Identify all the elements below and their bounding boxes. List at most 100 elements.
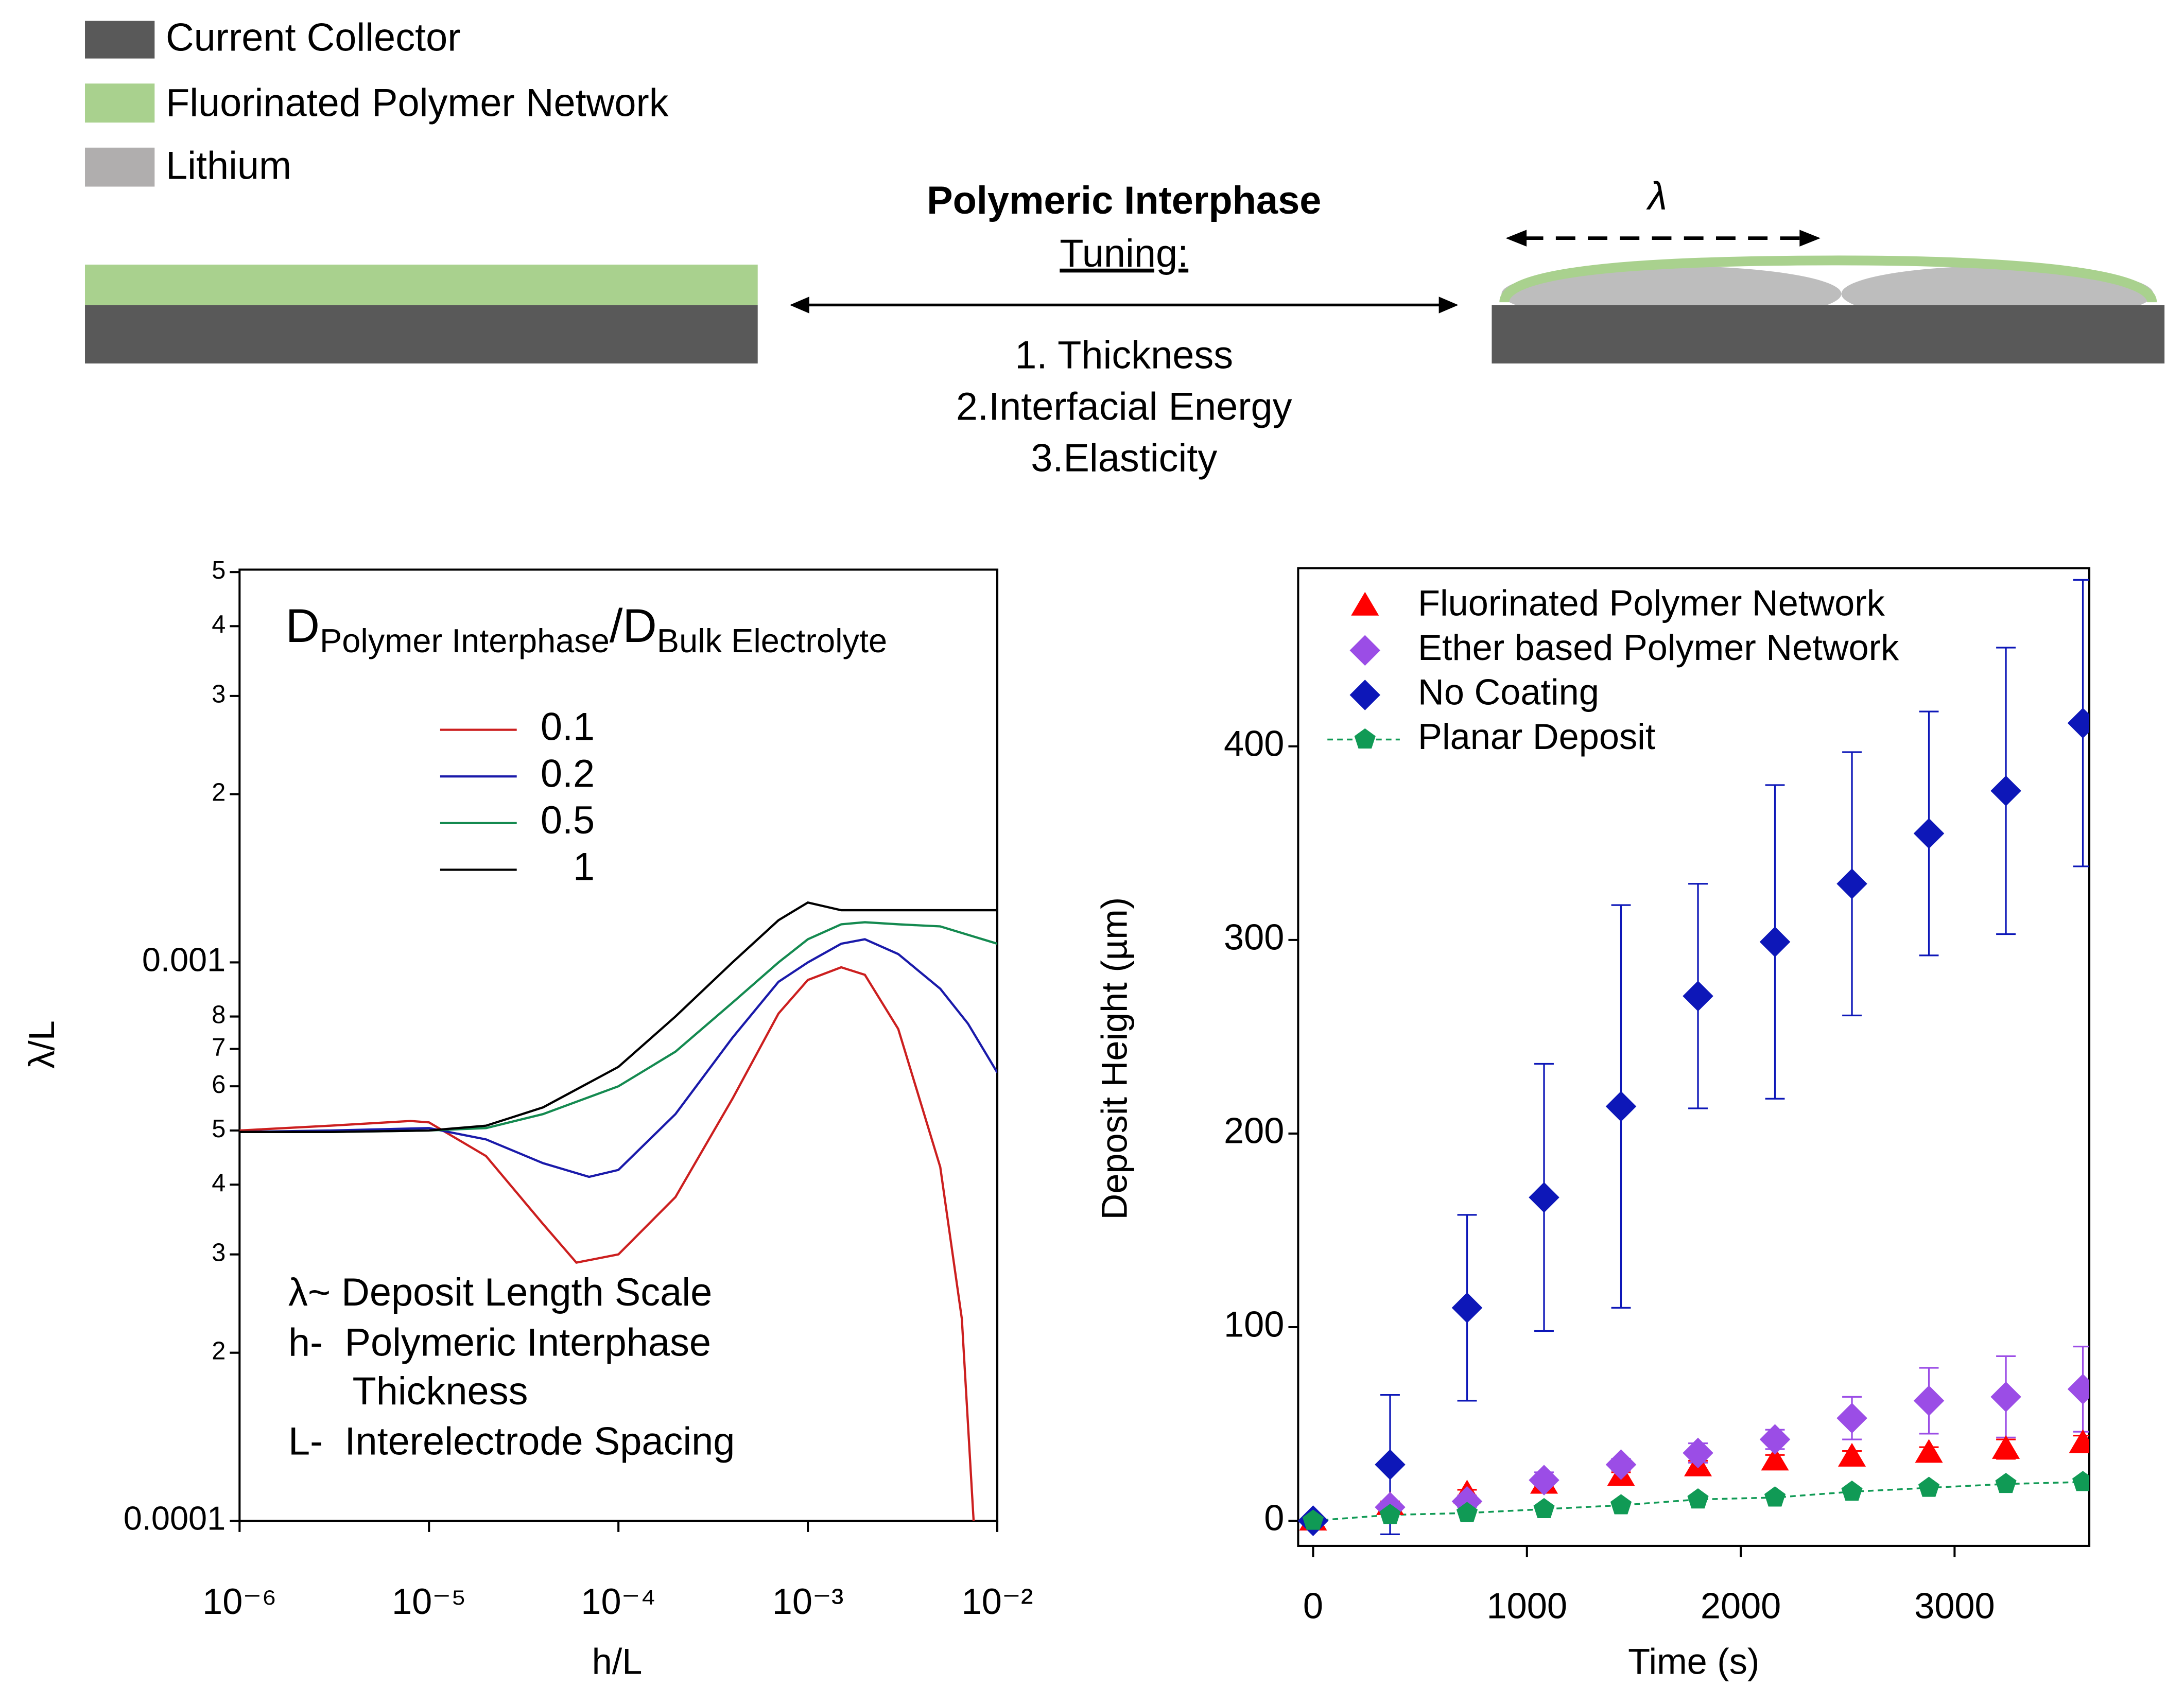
line: [239, 901, 998, 1133]
line: [239, 966, 975, 1521]
legend-title: DPolymer Interphase/DBulk Electrolyte: [286, 600, 888, 659]
x-tick-label: 10⁻³: [772, 1581, 844, 1622]
diagram-subtitle: Tuning:: [1060, 232, 1188, 275]
annotation: h- Polymeric Interphase: [288, 1320, 711, 1364]
polymer-coating: [1499, 255, 2157, 303]
x-tick-label: 10⁻⁵: [392, 1581, 466, 1622]
marker: [1761, 1447, 1789, 1471]
x-tick-label: 3000: [1914, 1585, 1995, 1626]
marker: [1456, 1502, 1478, 1522]
y-tick-label: 5: [212, 556, 226, 584]
y-tick-label: 4: [212, 611, 226, 638]
marker: [1992, 1435, 2020, 1459]
legend-title-subscript: Polymer Interphase: [320, 622, 610, 659]
legend-marker: [1351, 592, 1379, 616]
dashed-arrow: [1505, 230, 1821, 247]
legend-label: 0.1: [541, 705, 595, 749]
marker: [1683, 981, 1713, 1012]
y-tick-label: 3: [212, 1239, 226, 1267]
plot-area: [239, 901, 998, 1521]
marker: [1687, 1488, 1709, 1509]
diagram-title: Polymeric Interphase: [927, 179, 1321, 222]
legend-label: 0.5: [541, 798, 595, 842]
y-axis-label: Deposit Height (µm): [1094, 897, 1134, 1220]
legend-label: Fluorinated Polymer Network: [1418, 582, 1885, 623]
x-tick-label: 10⁻⁶: [202, 1581, 276, 1622]
legend-title-part: D: [286, 600, 320, 652]
x-axis-label: h/L: [592, 1641, 643, 1681]
current-collector: [1492, 305, 2165, 364]
marker: [1529, 1182, 1559, 1213]
double-arrow: [789, 297, 1459, 314]
polymer-layer: [85, 265, 758, 305]
marker: [1302, 1509, 1324, 1530]
marker: [2067, 1373, 2090, 1405]
legend-label: 0.2: [541, 752, 595, 795]
x-tick-label: 0: [1303, 1585, 1323, 1626]
legend-label: Planar Deposit: [1418, 716, 1656, 757]
marker: [2069, 1429, 2090, 1453]
marker: [1529, 1465, 1559, 1495]
legend-label: Fluorinated Polymer Network: [166, 81, 669, 125]
annotation: Thickness: [352, 1369, 528, 1413]
marker: [1683, 1437, 1713, 1469]
legend-label: Current Collector: [166, 15, 461, 59]
y-tick-label: 3: [212, 681, 226, 708]
marker: [1759, 926, 1791, 958]
marker: [1913, 1385, 1945, 1416]
tuning-item: 3.Elasticity: [1031, 436, 1217, 480]
legend-label: Ether based Polymer Network: [1418, 627, 1899, 668]
marker: [1759, 1424, 1791, 1455]
y-tick-label: 5: [212, 1115, 226, 1143]
legend-title-part: /D: [610, 600, 657, 652]
legend-label: No Coating: [1418, 672, 1599, 712]
marker: [1995, 1472, 2017, 1493]
y-tick-label: 2: [212, 779, 226, 807]
legend-label: 1: [573, 845, 595, 889]
y-tick-label: 0.0001: [124, 1499, 226, 1537]
x-tick-label: 10⁻⁴: [581, 1581, 656, 1622]
marker: [2072, 1471, 2090, 1491]
y-tick-label: 4: [212, 1169, 226, 1197]
y-tick-label: 8: [212, 1001, 226, 1029]
y-tick-label: 0: [1264, 1498, 1284, 1538]
lambda-symbol: λ: [1646, 175, 1667, 218]
marker: [1533, 1498, 1555, 1519]
x-tick-label: 2000: [1701, 1585, 1781, 1626]
y-axis-label: λ/L: [21, 1020, 62, 1069]
legend-marker: [1349, 635, 1381, 666]
marker: [2067, 707, 2090, 739]
legend-label: Lithium: [166, 144, 291, 187]
marker: [1990, 775, 2021, 807]
marker: [1379, 1504, 1401, 1524]
y-tick-label: 400: [1224, 723, 1284, 763]
legend-marker: [1349, 680, 1381, 710]
y-tick-label: 2: [212, 1337, 226, 1365]
marker: [1610, 1494, 1632, 1515]
x-axis-label: Time (s): [1628, 1641, 1759, 1681]
legend-title-subscript: Bulk Electrolyte: [657, 622, 887, 659]
legend-swatch: [85, 147, 155, 187]
current-collector: [85, 305, 758, 364]
marker: [1764, 1486, 1786, 1507]
annotation: L- Interelectrode Spacing: [288, 1419, 735, 1463]
y-tick-label: 6: [212, 1071, 226, 1099]
legend-swatch: [85, 21, 155, 59]
marker: [1915, 1439, 1943, 1463]
marker: [1836, 868, 1867, 899]
y-tick-label: 7: [212, 1033, 226, 1061]
annotation: λ~ Deposit Length Scale: [288, 1271, 712, 1314]
y-tick-label: 300: [1224, 916, 1284, 957]
tuning-item: 1. Thickness: [1015, 333, 1233, 377]
tuning-item: 2.Interfacial Energy: [956, 385, 1292, 428]
marker: [1605, 1091, 1637, 1122]
marker: [1838, 1442, 1866, 1467]
y-tick-label: 100: [1224, 1304, 1284, 1345]
marker: [1841, 1481, 1863, 1501]
marker: [1918, 1476, 1940, 1497]
y-tick-label: 0.001: [142, 941, 226, 979]
legend-marker: [1354, 728, 1376, 749]
line: [239, 938, 998, 1178]
marker: [1913, 818, 1945, 849]
